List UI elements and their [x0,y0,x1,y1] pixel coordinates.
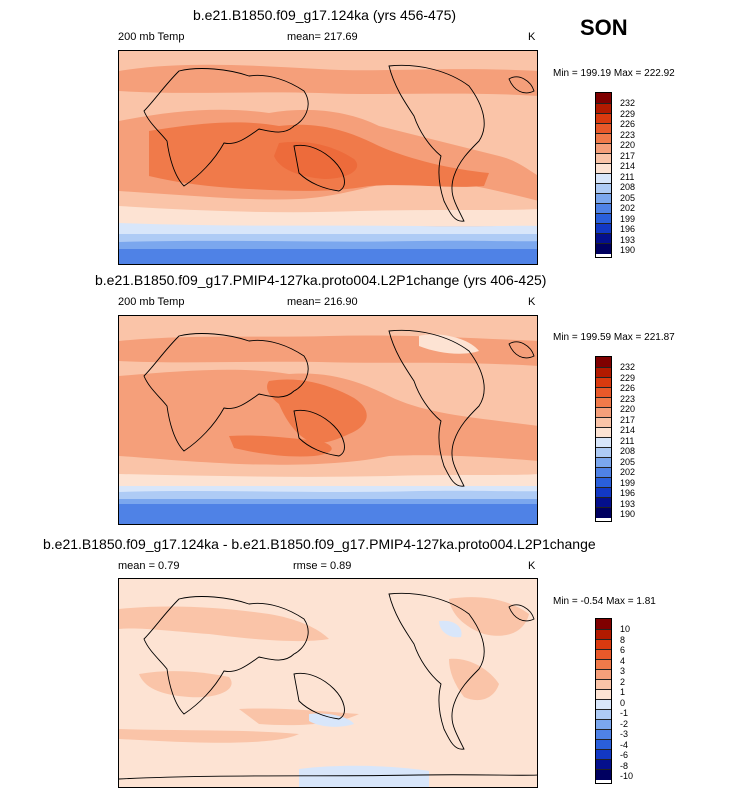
colorbar-tick: 3 [620,666,626,676]
colorbar-tick: 217 [620,151,636,161]
colorbar-tick: 4 [620,656,626,666]
colorbar-tick: 202 [620,203,636,213]
colorbar-tick: 229 [620,109,636,119]
colorbar-tick: 199 [620,478,636,488]
colorbar-tick: 6 [620,645,626,655]
panel3-rmse-label: rmse = 0.89 [293,560,352,572]
panel1-colorbar [595,92,612,258]
colorbar-tick: 211 [620,172,635,182]
panel1-title: b.e21.B1850.f09_g17.124ka (yrs 456-475) [193,7,457,23]
panel2-colorbar [595,356,612,522]
colorbar-tick: 208 [620,446,636,456]
panel1-minmax: Min = 199.19 Max = 222.92 [553,68,675,79]
panel2-units-label: K [528,296,536,308]
colorbar-tick: 217 [620,415,636,425]
colorbar-tick: -10 [620,771,634,781]
colorbar-tick: 214 [620,425,636,435]
colorbar-tick: 190 [620,509,636,519]
panel1-map [118,50,538,265]
colorbar-tick: 211 [620,436,635,446]
panel1-variable-label: 200 mb Temp [118,31,185,43]
colorbar-tick: -8 [620,761,629,771]
colorbar-tick: 202 [620,467,636,477]
colorbar-tick: -1 [620,708,629,718]
colorbar-tick: 196 [620,488,636,498]
colorbar-tick: 226 [620,383,636,393]
colorbar-tick: 229 [620,373,636,383]
panel2-map [118,315,538,525]
colorbar-tick: 2 [620,677,626,687]
colorbar-tick: 196 [620,224,636,234]
colorbar-tick: 220 [620,404,636,414]
colorbar-tick: 193 [620,235,636,245]
panel3-title: b.e21.B1850.f09_g17.124ka - b.e21.B1850.… [43,536,596,552]
colorbar-tick: 208 [620,182,636,192]
panel3-mean-label: mean = 0.79 [118,560,180,572]
colorbar-tick: 0 [620,698,626,708]
colorbar-tick: 223 [620,130,636,140]
panel2-minmax: Min = 199.59 Max = 221.87 [553,332,675,343]
colorbar-tick: 226 [620,119,636,129]
panel2-title: b.e21.B1850.f09_g17.PMIP4-127ka.proto004… [95,272,547,288]
colorbar-tick: 10 [620,624,631,634]
colorbar-tick: 205 [620,457,636,467]
panel3-units-label: K [528,560,536,572]
panel1-units-label: K [528,31,536,43]
colorbar-tick: 1 [620,687,626,697]
colorbar-tick: -6 [620,750,629,760]
colorbar-tick: 232 [620,362,636,372]
panel3-colorbar [595,618,612,784]
panel2-mean-label: mean= 216.90 [287,296,358,308]
colorbar-tick: 205 [620,193,636,203]
colorbar-tick: -2 [620,719,629,729]
colorbar-tick: 193 [620,499,636,509]
panel1-mean-label: mean= 217.69 [287,31,358,43]
colorbar-tick: 220 [620,140,636,150]
colorbar-tick: -3 [620,729,629,739]
colorbar-tick: 214 [620,161,636,171]
colorbar-tick: 232 [620,98,636,108]
season-label: SON [580,15,628,40]
colorbar-tick: 8 [620,635,626,645]
colorbar-tick: -4 [620,740,629,750]
panel3-map [118,578,538,788]
colorbar-tick: 223 [620,394,636,404]
colorbar-tick: 199 [620,214,636,224]
panel3-minmax: Min = -0.54 Max = 1.81 [553,596,656,607]
colorbar-tick: 190 [620,245,636,255]
panel2-variable-label: 200 mb Temp [118,296,185,308]
